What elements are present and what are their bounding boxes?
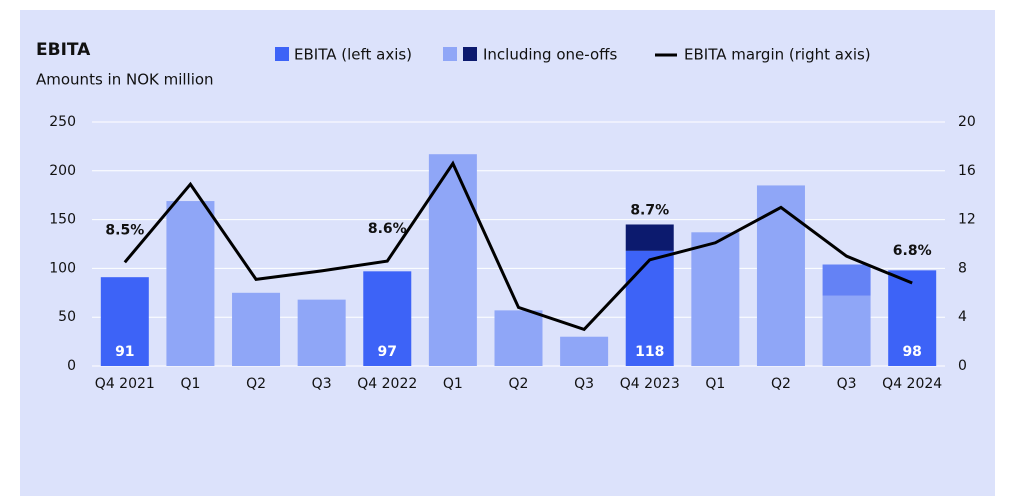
margin-line xyxy=(123,160,913,332)
bar xyxy=(888,270,937,366)
margin-label: 8.6% xyxy=(368,221,407,237)
y2-tick-label: 8 xyxy=(958,260,967,276)
y-tick-label: 150 xyxy=(49,212,76,228)
chart-title: EBITA xyxy=(36,40,91,60)
x-tick-label: Q4 2022 xyxy=(357,376,417,392)
legend-swatch xyxy=(463,47,477,61)
bar xyxy=(297,299,346,366)
data-label: 91 xyxy=(115,344,134,360)
legend-label: Including one-offs xyxy=(483,46,617,64)
y2-tick-label: 0 xyxy=(958,358,967,374)
bar xyxy=(494,310,543,366)
x-tick-label: Q2 xyxy=(771,376,791,392)
data-label: 118 xyxy=(635,344,664,360)
x-tick-label: Q3 xyxy=(574,376,594,392)
y2-tick-label: 4 xyxy=(958,309,967,325)
legend-label: EBITA (left axis) xyxy=(294,46,412,64)
bar xyxy=(625,224,674,251)
y2-tick-label: 12 xyxy=(958,212,976,228)
bar xyxy=(100,277,149,366)
legend-swatch xyxy=(443,47,457,61)
bar xyxy=(625,250,674,366)
bar xyxy=(822,264,871,296)
x-tick-label: Q2 xyxy=(246,376,266,392)
y-tick-label: 250 xyxy=(49,114,76,130)
x-tick-label: Q4 2023 xyxy=(620,376,680,392)
y-tick-label: 200 xyxy=(49,163,76,179)
y2-tick-label: 20 xyxy=(958,114,976,130)
margin-label: 8.7% xyxy=(630,202,669,218)
x-tick-label: Q2 xyxy=(509,376,529,392)
margin-label: 8.5% xyxy=(105,222,144,238)
x-tick-label: Q3 xyxy=(312,376,332,392)
bar xyxy=(363,271,412,366)
y-tick-label: 0 xyxy=(67,358,76,374)
x-tick-label: Q4 2021 xyxy=(95,376,155,392)
bar xyxy=(691,232,740,366)
bar xyxy=(756,185,805,366)
chart-subtitle: Amounts in NOK million xyxy=(36,71,214,89)
legend-swatch xyxy=(275,47,289,61)
legend-label: EBITA margin (right axis) xyxy=(684,46,871,64)
x-tick-label: Q1 xyxy=(180,376,200,392)
bar xyxy=(232,292,281,366)
x-tick-label: Q4 2024 xyxy=(882,376,942,392)
x-tick-label: Q3 xyxy=(837,376,857,392)
data-label: 98 xyxy=(902,344,921,360)
y-tick-label: 50 xyxy=(58,309,76,325)
x-tick-label: Q1 xyxy=(705,376,725,392)
data-label: 97 xyxy=(378,344,397,360)
bar xyxy=(560,336,609,366)
y-tick-label: 100 xyxy=(49,260,76,276)
margin-label: 6.8% xyxy=(893,243,932,259)
y2-tick-label: 16 xyxy=(958,163,976,179)
bar xyxy=(166,201,215,366)
x-tick-label: Q1 xyxy=(443,376,463,392)
bar xyxy=(822,295,871,366)
